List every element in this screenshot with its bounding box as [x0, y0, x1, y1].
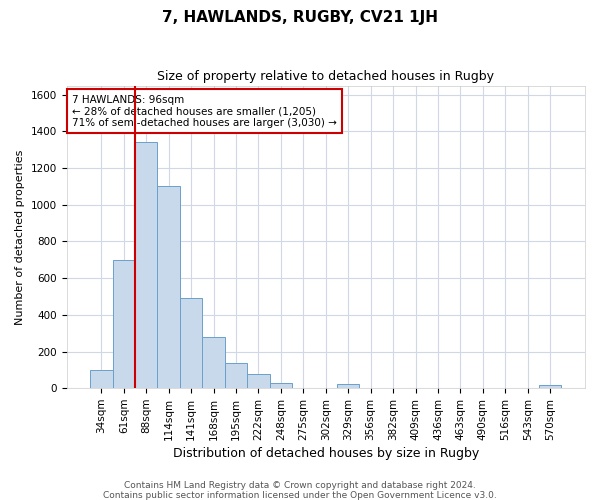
Bar	[269, 382, 292, 388]
Bar	[135, 142, 157, 388]
Bar	[113, 260, 135, 388]
Bar	[247, 374, 269, 388]
Text: Contains HM Land Registry data © Crown copyright and database right 2024.: Contains HM Land Registry data © Crown c…	[124, 480, 476, 490]
Bar	[225, 362, 247, 388]
Bar	[337, 384, 359, 388]
Bar	[90, 370, 113, 388]
Text: Contains public sector information licensed under the Open Government Licence v3: Contains public sector information licen…	[103, 490, 497, 500]
Y-axis label: Number of detached properties: Number of detached properties	[15, 149, 25, 324]
Text: 7 HAWLANDS: 96sqm
← 28% of detached houses are smaller (1,205)
71% of semi-detac: 7 HAWLANDS: 96sqm ← 28% of detached hous…	[72, 94, 337, 128]
Bar	[202, 337, 225, 388]
Bar	[157, 186, 180, 388]
Bar	[539, 384, 562, 388]
X-axis label: Distribution of detached houses by size in Rugby: Distribution of detached houses by size …	[173, 447, 479, 460]
Text: 7, HAWLANDS, RUGBY, CV21 1JH: 7, HAWLANDS, RUGBY, CV21 1JH	[162, 10, 438, 25]
Bar	[180, 298, 202, 388]
Title: Size of property relative to detached houses in Rugby: Size of property relative to detached ho…	[157, 70, 494, 83]
